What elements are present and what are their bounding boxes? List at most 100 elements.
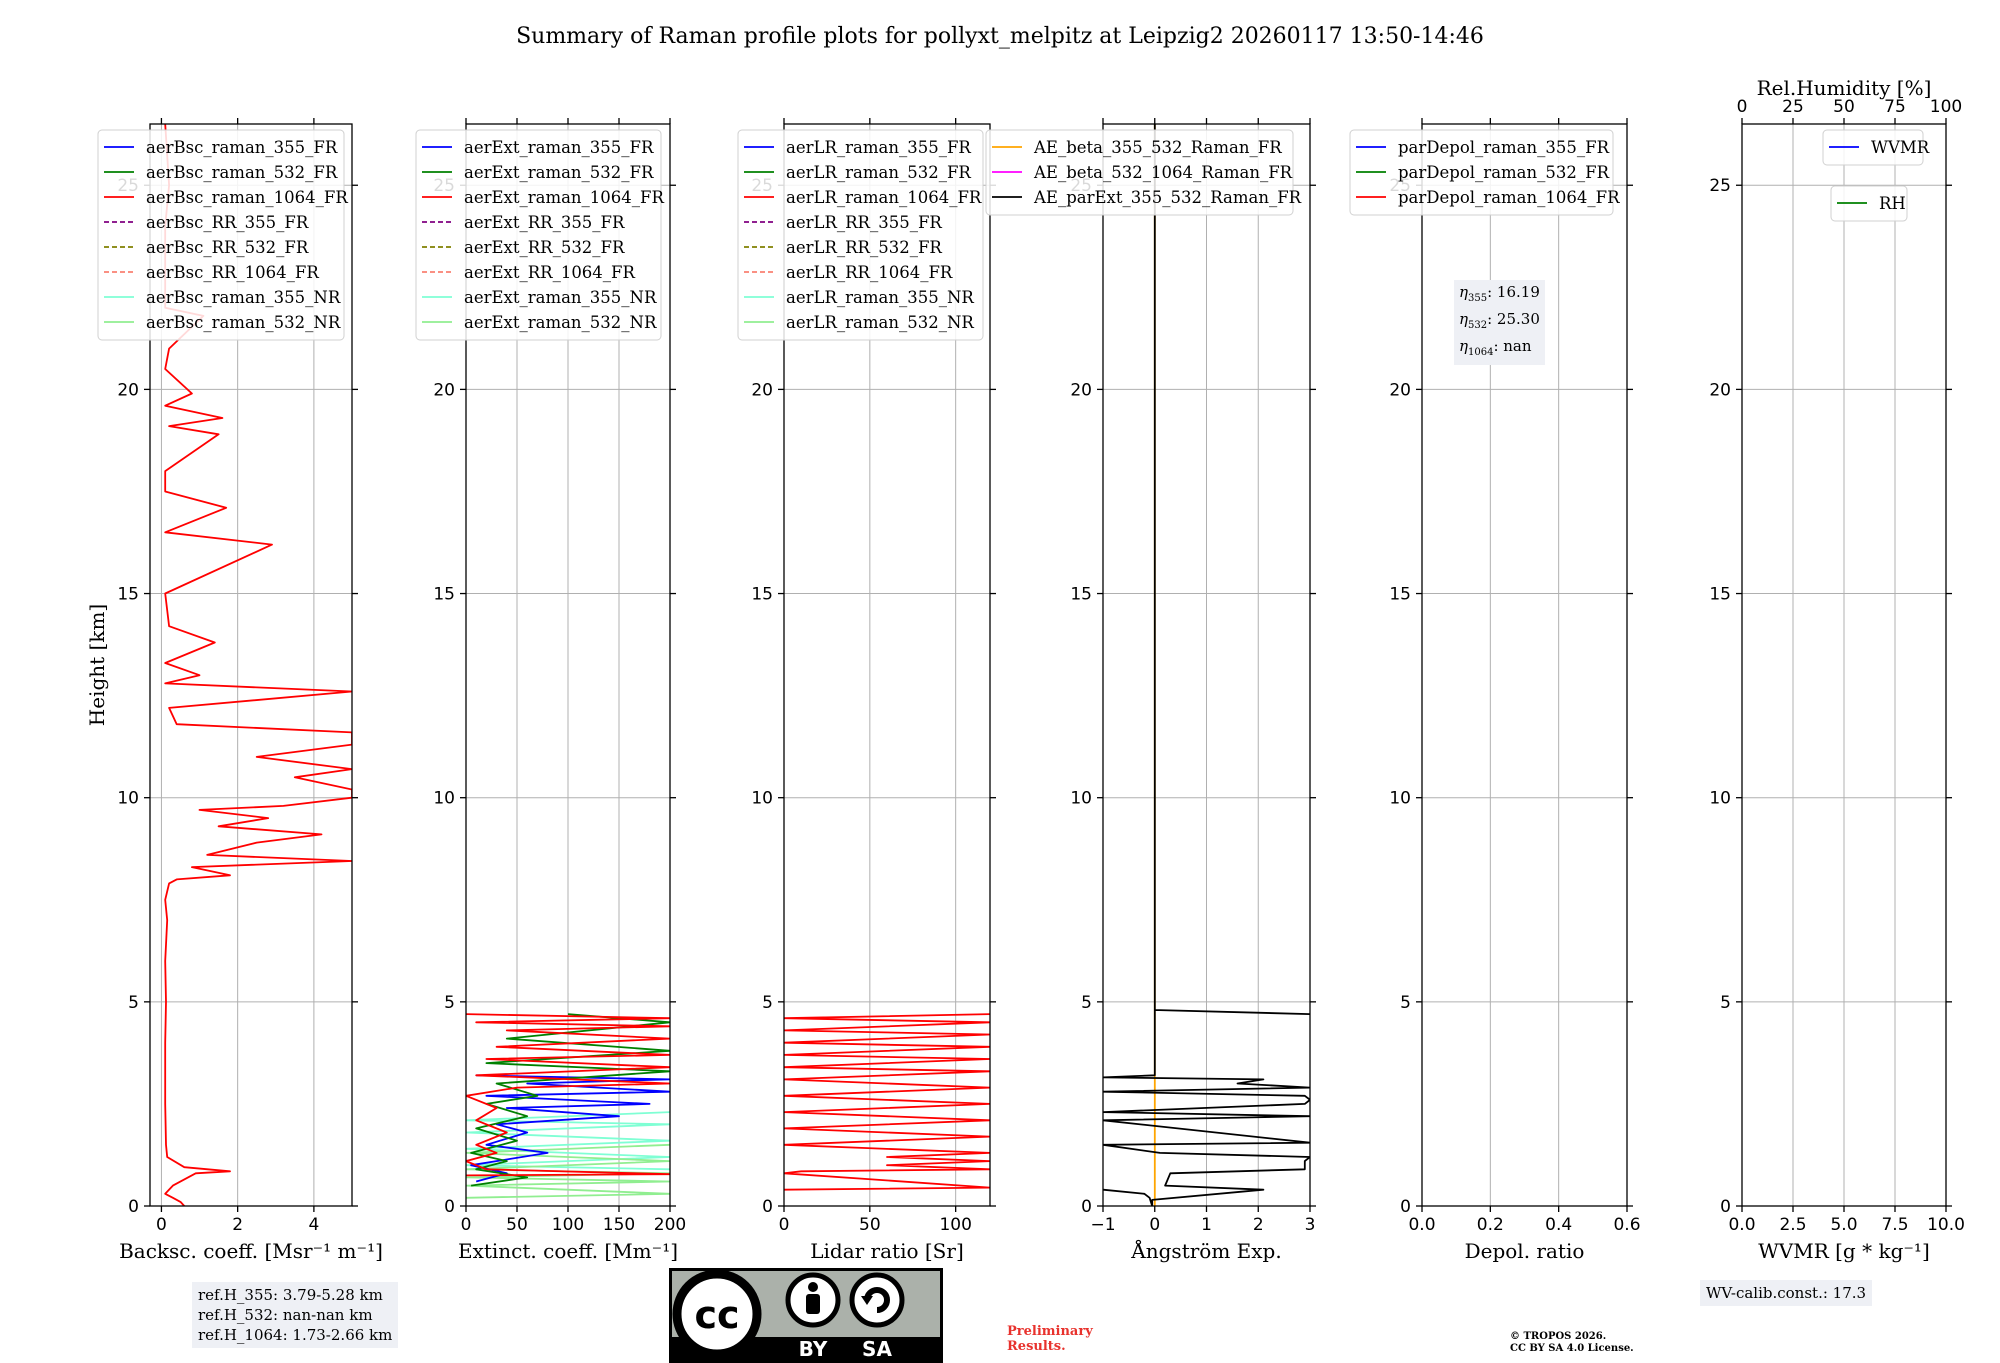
ref-height-1064: ref.H_1064: 1.73-2.66 km <box>198 1326 393 1344</box>
legend-entry: aerExt_raman_355_NR <box>464 288 657 307</box>
copyright-note: © TROPOS 2026. CC BY SA 4.0 License. <box>1510 1331 1634 1355</box>
y-tick-label: 20 <box>117 380 139 400</box>
y-tick-label: 5 <box>444 993 455 1013</box>
panel-lidar_ratio: 0510152025050100Lidar ratio [Sr]aerLR_ra… <box>737 118 996 1263</box>
eta-1064-sub: 1064 <box>1468 347 1494 358</box>
preliminary-line2: Results. <box>1007 1339 1066 1354</box>
wv-calibration-box: WV-calib.const.: 17.3 <box>1700 1280 1873 1306</box>
legend-entry: aerExt_raman_1064_FR <box>464 188 664 207</box>
eta-box: η355: 16.19 η532: 25.30 η1064: nan <box>1454 280 1545 365</box>
legend-entry: aerLR_raman_355_FR <box>786 138 971 157</box>
x-tick-label: 200 <box>654 1215 686 1235</box>
legend-entry: WVMR <box>1871 138 1930 157</box>
x-tick-label: 10.0 <box>1927 1215 1965 1235</box>
series-group <box>784 1013 990 1191</box>
sa-arrow-icon <box>864 1287 890 1313</box>
x-tick-label: 0 <box>1149 1215 1160 1235</box>
y-tick-label: 5 <box>1720 993 1731 1013</box>
ref-height-532: ref.H_532: nan-nan km <box>198 1306 373 1324</box>
sa-label: SA <box>862 1337 892 1361</box>
x-tick-label: 0 <box>461 1215 472 1235</box>
series-aerLR_raman_1064_FR <box>784 1013 990 1191</box>
eta-355-value: : 16.19 <box>1487 283 1540 301</box>
x-tick-label: 0.2 <box>1477 1215 1504 1235</box>
ref-height-355: ref.H_355: 3.79-5.28 km <box>198 1286 383 1304</box>
y-tick-label: 10 <box>433 789 455 809</box>
x-tick-label: 4 <box>308 1215 319 1235</box>
plot-frame <box>1421 123 1628 1207</box>
eta-1064-value: : nan <box>1493 337 1532 355</box>
preliminary-line1: Preliminary <box>1007 1324 1093 1339</box>
y-tick-label: 5 <box>1081 993 1092 1013</box>
x-tick-label: 50 <box>506 1215 528 1235</box>
legend-secondary: RH <box>1830 185 1908 222</box>
y-tick-label: 10 <box>1709 789 1731 809</box>
y-tick-label: 20 <box>433 380 455 400</box>
y-tick-label: 20 <box>1070 380 1092 400</box>
x-tick-label: 0.4 <box>1545 1215 1572 1235</box>
x2-tick-label: 100 <box>1930 97 1962 117</box>
x2-tick-label: 25 <box>1782 97 1804 117</box>
legend-entry: aerLR_RR_355_FR <box>786 213 942 232</box>
x-tick-label: 5.0 <box>1830 1215 1857 1235</box>
figure-title: Summary of Raman profile plots for polly… <box>516 24 1484 49</box>
legend-entry: aerExt_RR_1064_FR <box>464 263 636 282</box>
x-axis-label: Depol. ratio <box>1465 1239 1585 1263</box>
x-tick-label: 150 <box>603 1215 635 1235</box>
x-tick-label: 100 <box>939 1215 971 1235</box>
series-AE_parExt_355_532_Raman_FR <box>1103 124 1310 1206</box>
preliminary-note: Preliminary Results. <box>1007 1324 1093 1354</box>
y-tick-label: 0 <box>444 1197 455 1217</box>
legend: aerLR_raman_355_FR aerLR_raman_532_FR aerL… <box>737 129 984 341</box>
legend-entry: aerBsc_RR_355_FR <box>146 213 309 232</box>
wv-calibration-constant: WV-calib.const.: 17.3 <box>1706 1284 1867 1302</box>
x-tick-label: 1 <box>1201 1215 1212 1235</box>
y-tick-label: 10 <box>1389 789 1411 809</box>
x-tick-label: 100 <box>552 1215 584 1235</box>
series-group <box>164 124 352 1206</box>
legend-entry: aerBsc_raman_1064_FR <box>146 188 348 207</box>
x-tick-label: 0.0 <box>1728 1215 1755 1235</box>
legend-entry: aerLR_RR_532_FR <box>786 238 942 257</box>
y-tick-label: 0 <box>1720 1197 1731 1217</box>
legend-entry: aerLR_raman_532_FR <box>786 163 971 182</box>
y-tick-label: 0 <box>1400 1197 1411 1217</box>
legend-entry: aerBsc_raman_355_FR <box>146 138 338 157</box>
legend-entry: aerExt_raman_532_FR <box>464 163 654 182</box>
y-tick-label: 15 <box>433 585 455 605</box>
x-tick-label: 7.5 <box>1881 1215 1908 1235</box>
legend-entry: parDepol_raman_532_FR <box>1398 163 1610 182</box>
y-tick-label: 25 <box>1709 176 1731 196</box>
eta-1064-symbol: η <box>1459 337 1468 355</box>
x-axis-label: WVMR [g * kg⁻¹] <box>1758 1239 1930 1263</box>
cc-text: cc <box>694 1293 739 1337</box>
y-tick-label: 10 <box>751 789 773 809</box>
y-tick-label: 20 <box>1709 380 1731 400</box>
x-axis-label: Ångström Exp. <box>1130 1238 1281 1263</box>
x-tick-label: 50 <box>859 1215 881 1235</box>
series-aerBsc_raman_1064_FR <box>164 124 352 1206</box>
y-tick-label: 5 <box>762 993 773 1013</box>
eta-532-symbol: η <box>1459 310 1468 328</box>
legend-entry: aerLR_raman_1064_FR <box>786 188 982 207</box>
series-group <box>466 1013 670 1199</box>
legend: AE_beta_355_532_Raman_FR AE_beta_532_1064… <box>985 129 1302 216</box>
y-tick-label: 20 <box>751 380 773 400</box>
legend-box <box>985 129 1294 216</box>
cc-icon <box>672 1269 762 1359</box>
x2-tick-label: 50 <box>1833 97 1855 117</box>
legend-entry: aerBsc_RR_532_FR <box>146 238 309 257</box>
copyright-line1: © TROPOS 2026. <box>1510 1331 1607 1342</box>
legend-entry: aerExt_RR_355_FR <box>464 213 625 232</box>
legend-box <box>1349 129 1614 216</box>
y-tick-label: 15 <box>1709 585 1731 605</box>
legend-entry: aerLR_raman_355_NR <box>786 288 974 307</box>
legend-entry: parDepol_raman_355_FR <box>1398 138 1610 157</box>
copyright-line2: CC BY SA 4.0 License. <box>1510 1343 1634 1354</box>
y-tick-label: 0 <box>1081 1197 1092 1217</box>
series-aerExt_raman_1064_FR <box>466 1013 670 1177</box>
legend-entry: aerLR_RR_1064_FR <box>786 263 953 282</box>
y-tick-label: 5 <box>128 993 139 1013</box>
